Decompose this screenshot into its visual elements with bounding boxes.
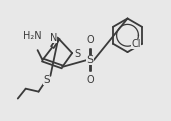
Text: S: S [86, 55, 94, 65]
Text: O: O [86, 35, 94, 45]
Text: S: S [74, 49, 80, 59]
Text: H₂N: H₂N [23, 31, 42, 41]
Text: O: O [86, 75, 94, 85]
Text: Cl: Cl [131, 39, 141, 49]
Text: S: S [43, 75, 50, 85]
Text: N: N [50, 33, 57, 43]
